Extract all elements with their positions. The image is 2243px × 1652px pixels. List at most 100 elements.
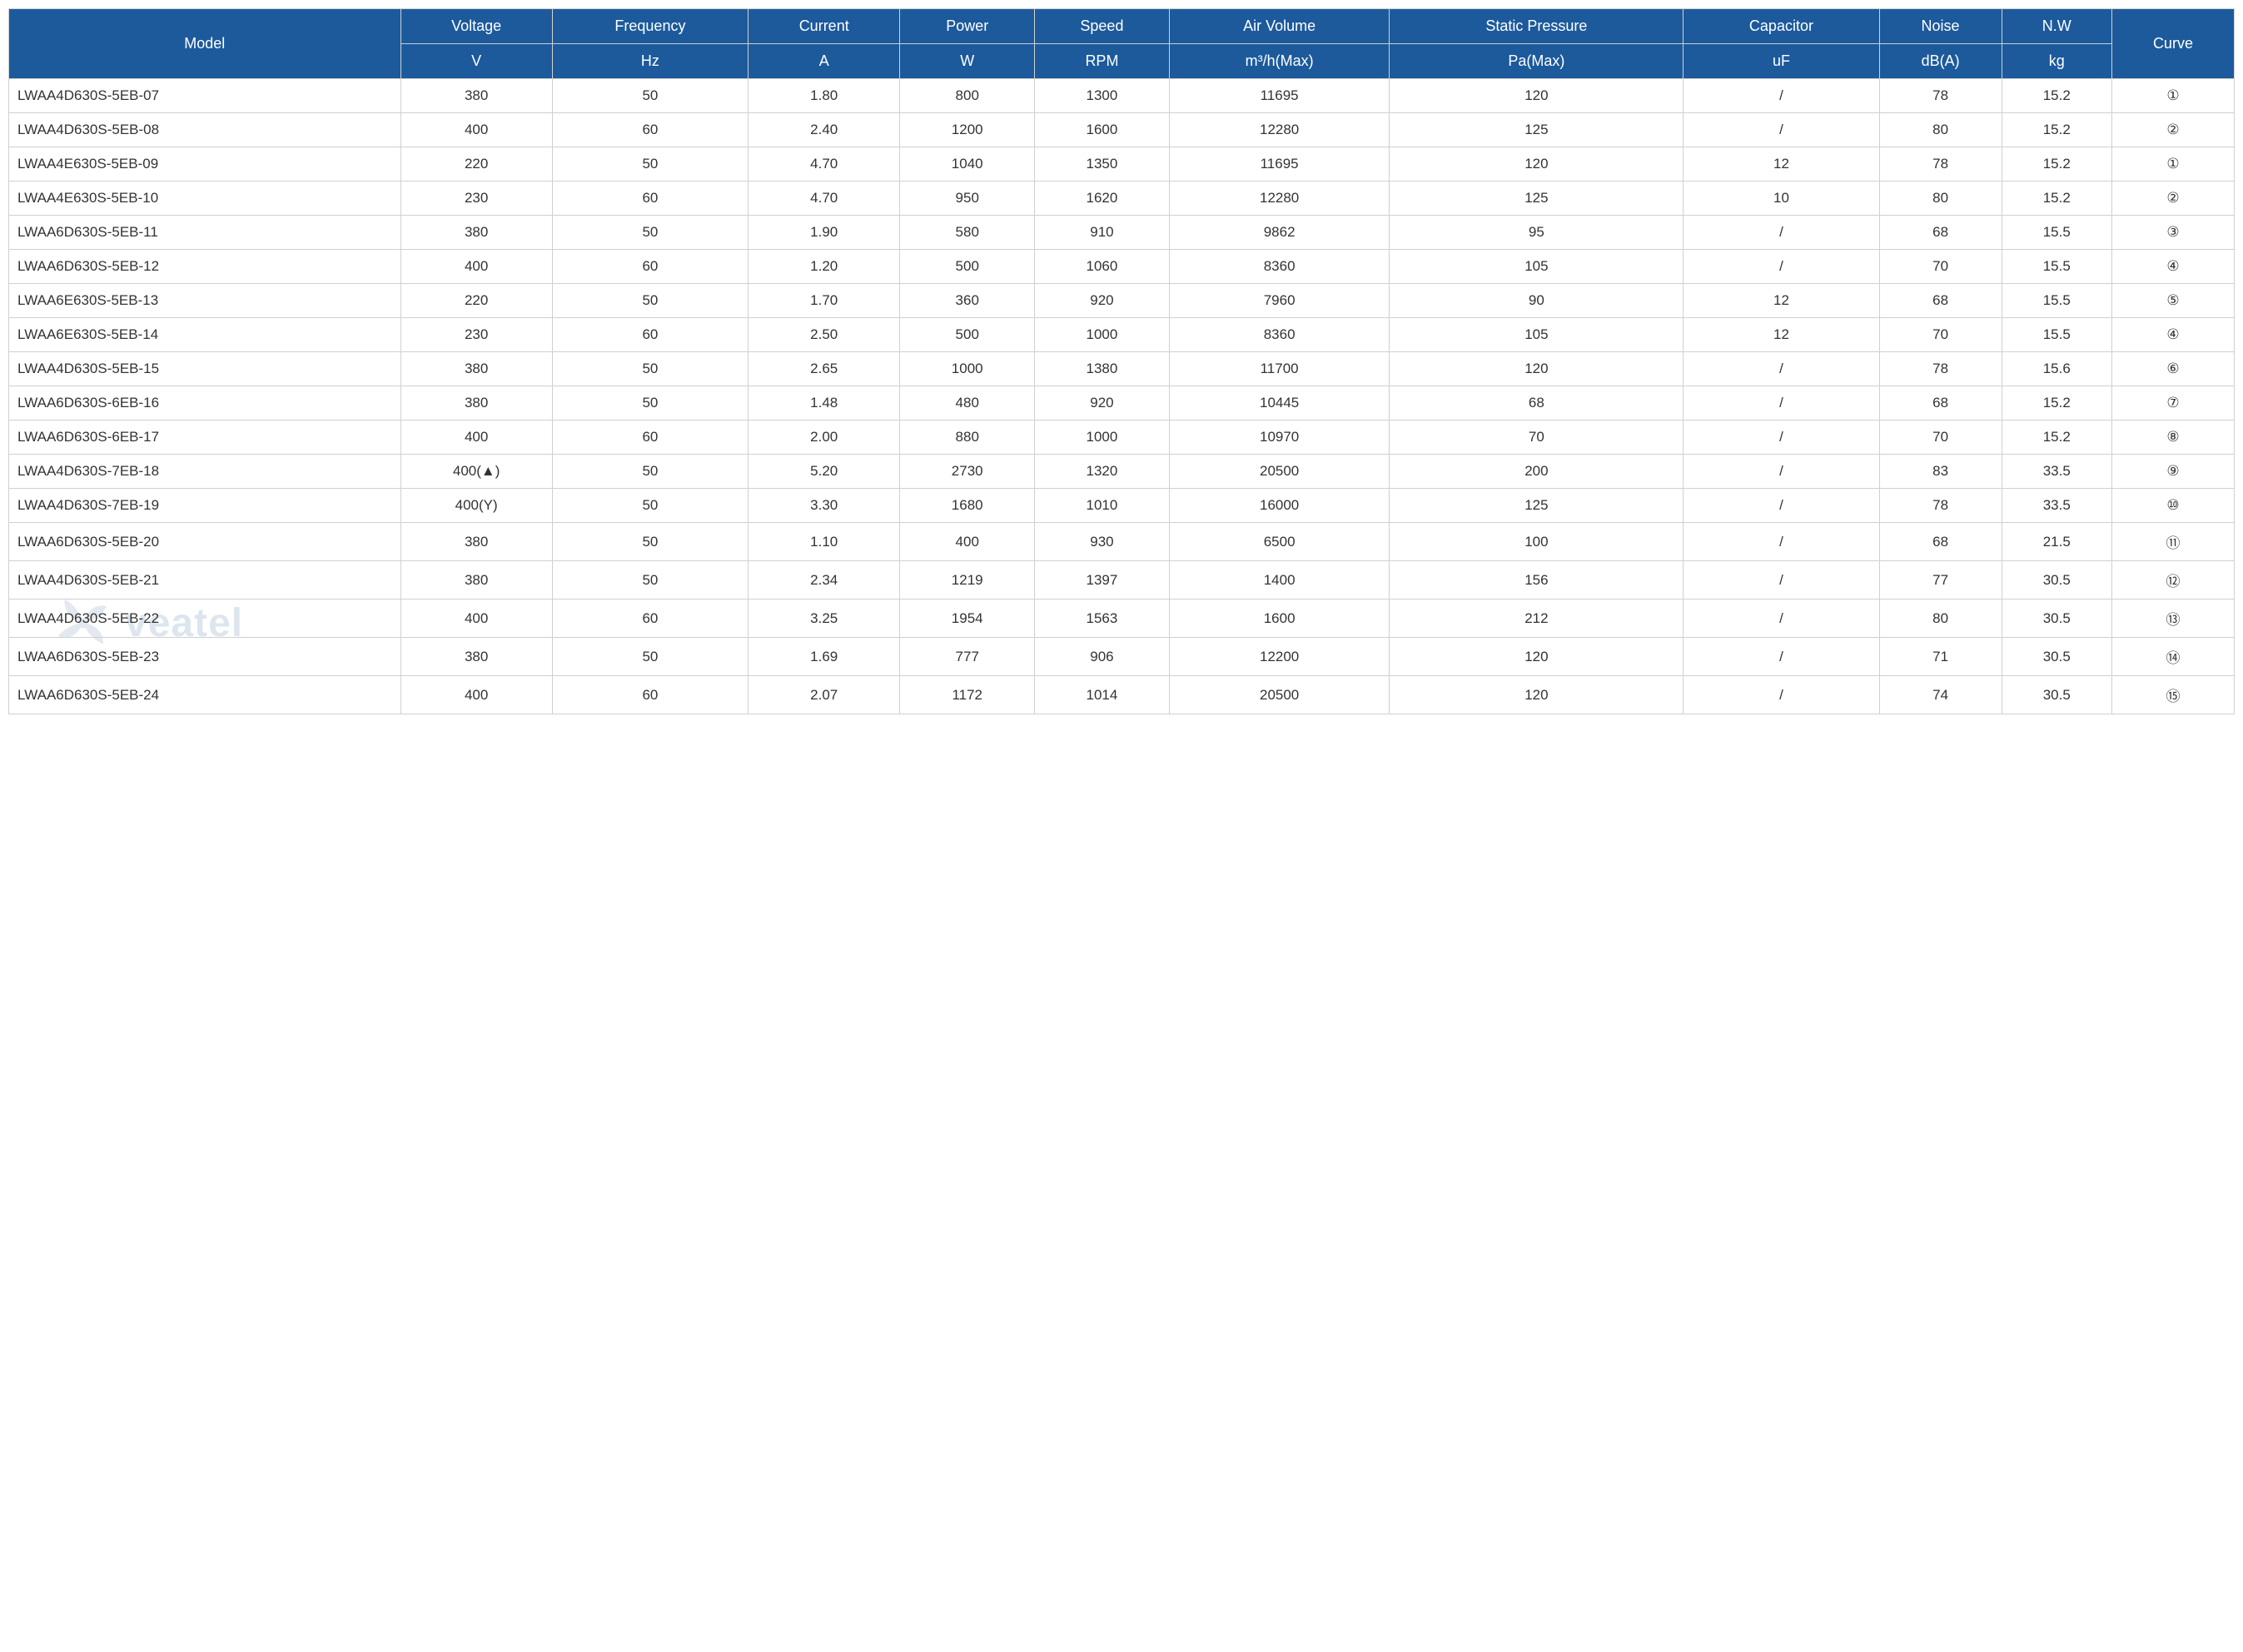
- cell-model: LWAA4D630S-5EB-21: [9, 561, 401, 600]
- cell-power: 1954: [900, 600, 1035, 638]
- cell-speed: 1397: [1035, 561, 1170, 600]
- cell-voltage: 230: [400, 318, 552, 352]
- cell-capacitor: 10: [1683, 182, 1879, 216]
- cell-air_volume: 1400: [1169, 561, 1390, 600]
- cell-capacitor: /: [1683, 250, 1879, 284]
- cell-air_volume: 11695: [1169, 147, 1390, 182]
- table-row: LWAA6D630S-5EB-11380501.90580910986295/6…: [9, 216, 2235, 250]
- cell-static_pressure: 212: [1390, 600, 1683, 638]
- cell-air_volume: 12200: [1169, 638, 1390, 676]
- unit-power: W: [900, 44, 1035, 79]
- cell-voltage: 400: [400, 600, 552, 638]
- cell-air_volume: 10445: [1169, 386, 1390, 420]
- cell-voltage: 220: [400, 147, 552, 182]
- cell-noise: 68: [1879, 523, 2002, 561]
- cell-nw: 15.2: [2002, 79, 2111, 113]
- cell-nw: 30.5: [2002, 600, 2111, 638]
- header-noise: Noise: [1879, 9, 2002, 44]
- cell-noise: 80: [1879, 113, 2002, 147]
- cell-static_pressure: 100: [1390, 523, 1683, 561]
- cell-capacitor: /: [1683, 352, 1879, 386]
- header-power: Power: [900, 9, 1035, 44]
- cell-speed: 1563: [1035, 600, 1170, 638]
- cell-speed: 910: [1035, 216, 1170, 250]
- cell-capacitor: /: [1683, 600, 1879, 638]
- cell-curve: ④: [2111, 318, 2234, 352]
- cell-voltage: 400: [400, 420, 552, 455]
- table-row: LWAA6D630S-5EB-23380501.6977790612200120…: [9, 638, 2235, 676]
- spec-table: Model Voltage Frequency Current Power Sp…: [8, 8, 2235, 714]
- table-row: LWAA4E630S-5EB-10230604.7095016201228012…: [9, 182, 2235, 216]
- cell-current: 1.80: [748, 79, 900, 113]
- cell-nw: 15.2: [2002, 147, 2111, 182]
- header-capacitor: Capacitor: [1683, 9, 1879, 44]
- cell-noise: 80: [1879, 182, 2002, 216]
- cell-power: 1000: [900, 352, 1035, 386]
- cell-static_pressure: 105: [1390, 250, 1683, 284]
- unit-current: A: [748, 44, 900, 79]
- table-row: LWAA4D630S-5EB-07380501.8080013001169512…: [9, 79, 2235, 113]
- cell-speed: 920: [1035, 284, 1170, 318]
- cell-curve: ⑤: [2111, 284, 2234, 318]
- unit-noise: dB(A): [1879, 44, 2002, 79]
- table-row: LWAA6D630S-5EB-24400602.0711721014205001…: [9, 676, 2235, 714]
- cell-speed: 1620: [1035, 182, 1170, 216]
- cell-air_volume: 16000: [1169, 489, 1390, 523]
- cell-curve: ③: [2111, 216, 2234, 250]
- cell-noise: 78: [1879, 352, 2002, 386]
- cell-noise: 83: [1879, 455, 2002, 489]
- cell-frequency: 50: [552, 216, 748, 250]
- cell-model: LWAA4D630S-7EB-18: [9, 455, 401, 489]
- cell-power: 950: [900, 182, 1035, 216]
- header-speed: Speed: [1035, 9, 1170, 44]
- cell-current: 2.65: [748, 352, 900, 386]
- unit-static-pressure: Pa(Max): [1390, 44, 1683, 79]
- cell-power: 360: [900, 284, 1035, 318]
- cell-air_volume: 9862: [1169, 216, 1390, 250]
- cell-capacitor: /: [1683, 216, 1879, 250]
- cell-model: LWAA6D630S-5EB-24: [9, 676, 401, 714]
- header-current: Current: [748, 9, 900, 44]
- table-row: LWAA4D630S-7EB-18400(▲)505.2027301320205…: [9, 455, 2235, 489]
- cell-power: 580: [900, 216, 1035, 250]
- cell-air_volume: 11695: [1169, 79, 1390, 113]
- cell-curve: ⑮: [2111, 676, 2234, 714]
- cell-noise: 78: [1879, 147, 2002, 182]
- cell-frequency: 60: [552, 182, 748, 216]
- cell-power: 500: [900, 318, 1035, 352]
- cell-power: 1219: [900, 561, 1035, 600]
- cell-air_volume: 20500: [1169, 455, 1390, 489]
- cell-noise: 70: [1879, 250, 2002, 284]
- cell-air_volume: 1600: [1169, 600, 1390, 638]
- cell-current: 3.25: [748, 600, 900, 638]
- cell-air_volume: 7960: [1169, 284, 1390, 318]
- cell-noise: 80: [1879, 600, 2002, 638]
- cell-static_pressure: 120: [1390, 147, 1683, 182]
- cell-nw: 15.5: [2002, 216, 2111, 250]
- cell-frequency: 60: [552, 420, 748, 455]
- cell-capacitor: /: [1683, 420, 1879, 455]
- cell-frequency: 50: [552, 455, 748, 489]
- cell-capacitor: /: [1683, 79, 1879, 113]
- cell-model: LWAA6D630S-5EB-23: [9, 638, 401, 676]
- cell-power: 2730: [900, 455, 1035, 489]
- cell-voltage: 380: [400, 523, 552, 561]
- cell-frequency: 60: [552, 113, 748, 147]
- cell-model: LWAA4D630S-5EB-22: [9, 600, 401, 638]
- cell-power: 500: [900, 250, 1035, 284]
- cell-air_volume: 8360: [1169, 318, 1390, 352]
- cell-model: LWAA6E630S-5EB-13: [9, 284, 401, 318]
- cell-model: LWAA6E630S-5EB-14: [9, 318, 401, 352]
- cell-frequency: 60: [552, 318, 748, 352]
- cell-frequency: 50: [552, 561, 748, 600]
- cell-voltage: 400: [400, 676, 552, 714]
- cell-current: 1.90: [748, 216, 900, 250]
- cell-curve: ②: [2111, 113, 2234, 147]
- cell-static_pressure: 105: [1390, 318, 1683, 352]
- cell-capacitor: 12: [1683, 284, 1879, 318]
- cell-static_pressure: 125: [1390, 113, 1683, 147]
- cell-static_pressure: 200: [1390, 455, 1683, 489]
- cell-speed: 1000: [1035, 420, 1170, 455]
- cell-current: 1.20: [748, 250, 900, 284]
- cell-voltage: 400(▲): [400, 455, 552, 489]
